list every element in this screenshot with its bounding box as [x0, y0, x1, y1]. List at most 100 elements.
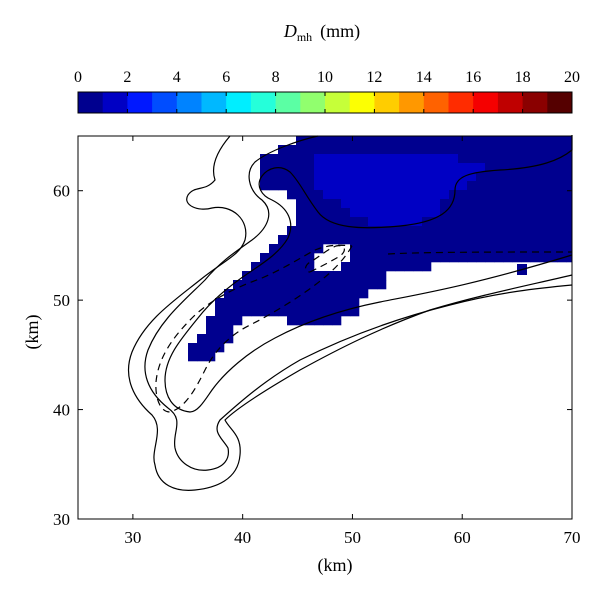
heatmap-cell	[287, 253, 297, 263]
heatmap-cell	[359, 163, 369, 173]
colorbar-segment	[127, 92, 153, 113]
heatmap-cell	[458, 208, 468, 218]
heatmap-cell	[449, 199, 459, 209]
heatmap-cell	[377, 145, 387, 155]
colorbar-segment	[497, 92, 524, 113]
heatmap-cell	[314, 289, 324, 299]
colorbar-segment	[275, 92, 301, 113]
x-axis-label: (km)	[318, 555, 353, 576]
heatmap-cell	[377, 199, 387, 209]
heatmap-cell	[422, 181, 432, 191]
heatmap-cell	[359, 226, 369, 236]
heatmap-cell	[269, 298, 279, 308]
heatmap-cell	[431, 208, 441, 218]
heatmap-cell	[332, 280, 342, 290]
heatmap-cell	[305, 235, 315, 245]
heatmap-cell	[395, 154, 405, 164]
heatmap-cell	[404, 172, 414, 182]
heatmap-cell	[287, 190, 297, 200]
heatmap-cell	[323, 190, 333, 200]
heatmap-cell	[206, 316, 216, 326]
heatmap-cell	[476, 190, 486, 200]
heatmap-cell	[521, 199, 531, 209]
heatmap-cell	[377, 217, 387, 227]
x-tick-label: 60	[454, 528, 471, 547]
heatmap-cell	[386, 244, 396, 254]
heatmap-cell	[440, 226, 450, 236]
heatmap-cell	[557, 145, 567, 155]
heatmap-cell	[296, 244, 306, 254]
heatmap-cell	[305, 208, 315, 218]
heatmap-cell	[566, 235, 573, 245]
heatmap-cell	[314, 181, 324, 191]
heatmap-cell	[440, 172, 450, 182]
heatmap-cell	[404, 136, 414, 146]
heatmap-cell	[476, 208, 486, 218]
heatmap-cell	[368, 244, 378, 254]
heatmap-cell	[269, 253, 279, 263]
heatmap-cell	[332, 289, 342, 299]
heatmap-cell	[296, 289, 306, 299]
heatmap-cell	[503, 181, 513, 191]
heatmap-cell	[530, 235, 540, 245]
heatmap-cell	[521, 235, 531, 245]
colorbar-segment	[423, 92, 449, 113]
heatmap-cell	[323, 199, 333, 209]
heatmap-cell	[287, 298, 297, 308]
heatmap-cell	[539, 253, 549, 263]
heatmap-cell	[422, 226, 432, 236]
heatmap-cell	[467, 199, 477, 209]
heatmap-cell	[323, 217, 333, 227]
heatmap-cell	[503, 253, 513, 263]
heatmap-cell	[566, 163, 573, 173]
heatmap-cell	[476, 181, 486, 191]
colorbar-tick-label: 18	[515, 69, 531, 86]
heatmap-cell	[260, 163, 270, 173]
heatmap-cell	[314, 163, 324, 173]
heatmap-cell	[269, 262, 279, 272]
heatmap-cell	[395, 199, 405, 209]
x-tick-label: 30	[124, 528, 141, 547]
heatmap-cell	[530, 136, 540, 146]
heatmap-cell	[314, 145, 324, 155]
heatmap-cell	[503, 235, 513, 245]
heatmap-cell	[395, 244, 405, 254]
heatmap-cell	[503, 154, 513, 164]
heatmap-cell	[512, 235, 522, 245]
heatmap-cell	[377, 280, 387, 290]
heatmap-cell	[305, 244, 315, 254]
heatmap-cell	[413, 172, 423, 182]
heatmap-cell	[530, 208, 540, 218]
heatmap-cell	[413, 262, 423, 272]
heatmap-cell	[458, 145, 468, 155]
heatmap-cell	[566, 136, 573, 146]
heatmap-cell	[323, 154, 333, 164]
heatmap-cell	[260, 271, 270, 281]
heatmap-cell	[485, 208, 495, 218]
heatmap-cell	[449, 190, 459, 200]
heatmap-cell	[305, 199, 315, 209]
heatmap-cell	[278, 244, 288, 254]
colorbar-segment	[226, 92, 252, 113]
heatmap-cell	[296, 199, 306, 209]
heatmap-cell	[350, 136, 360, 146]
heatmap-cell	[215, 334, 225, 344]
heatmap-cell	[305, 154, 315, 164]
heatmap-cell	[422, 253, 432, 263]
heatmap-cell	[206, 343, 216, 353]
y-axis-ticks: 30 40 50 60	[53, 182, 572, 529]
heatmap-cell	[521, 217, 531, 227]
heatmap-cell	[548, 145, 558, 155]
heatmap-cell	[503, 208, 513, 218]
heatmap-cell	[341, 181, 351, 191]
heatmap-cell	[233, 280, 243, 290]
heatmap-cell	[422, 208, 432, 218]
heatmap-cell	[521, 244, 531, 254]
heatmap-cell	[377, 172, 387, 182]
heatmap-cell	[350, 253, 360, 263]
heatmap-cell	[323, 208, 333, 218]
heatmap-cell	[476, 199, 486, 209]
heatmap-cell	[278, 298, 288, 308]
heatmap-cell	[467, 190, 477, 200]
heatmap-cell	[413, 244, 423, 254]
